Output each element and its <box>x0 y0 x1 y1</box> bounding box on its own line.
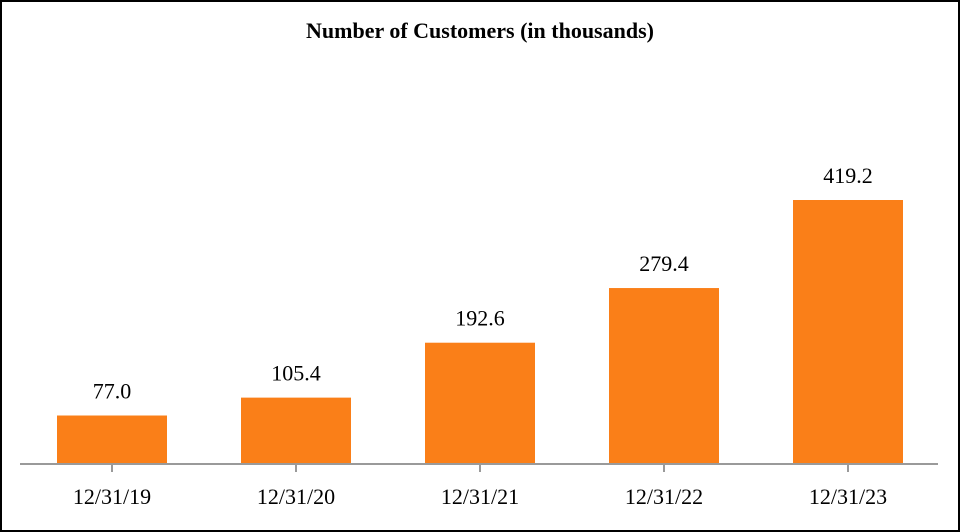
x-tick-label: 12/31/23 <box>809 484 887 509</box>
x-axis-ticks-group <box>111 464 849 472</box>
bar-12-31-22 <box>609 288 719 464</box>
bar-12-31-20 <box>241 397 351 464</box>
value-label: 105.4 <box>271 361 321 386</box>
x-axis-tick-labels-group: 12/31/19 12/31/20 12/31/21 12/31/22 12/31/23 <box>73 484 887 509</box>
bars-group <box>57 200 903 464</box>
value-label: 419.2 <box>823 163 873 188</box>
chart-title: Number of Customers (in thousands) <box>306 18 654 43</box>
x-tick-label: 12/31/21 <box>441 484 519 509</box>
bar-12-31-23 <box>793 200 903 464</box>
x-tick-label: 12/31/20 <box>257 484 335 509</box>
value-label: 279.4 <box>639 251 689 276</box>
x-tick-label: 12/31/19 <box>73 484 151 509</box>
bar-12-31-19 <box>57 415 167 464</box>
x-tick-label: 12/31/22 <box>625 484 703 509</box>
value-label: 192.6 <box>455 306 505 331</box>
value-labels-group: 77.0 105.4 192.6 279.4 419.2 <box>93 163 873 404</box>
value-label: 77.0 <box>93 379 132 404</box>
bar-12-31-21 <box>425 342 535 464</box>
